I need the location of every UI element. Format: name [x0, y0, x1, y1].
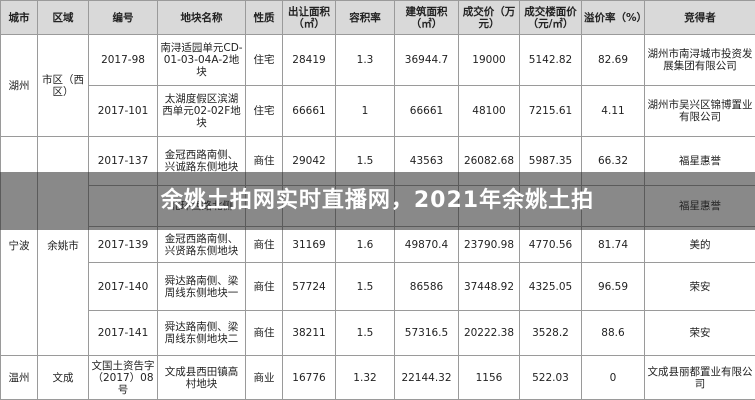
table-cell: 1.6: [335, 226, 395, 263]
table-cell: 522.03: [519, 355, 582, 400]
table-cell: 1: [335, 85, 395, 137]
table-cell: 2017-98: [88, 34, 158, 86]
table-cell: 16776: [282, 355, 336, 400]
table-cell: 36944.7: [394, 34, 459, 86]
table-cell: 湖州市南浔城市投资发展集团有限公司: [644, 34, 755, 86]
table-cell: 20222.38: [458, 310, 520, 356]
table-cell: 2017-141: [88, 310, 158, 356]
header-cell: 出让面积（㎡）: [282, 0, 336, 35]
table-cell: 文成县西田镇高村地块: [157, 355, 246, 400]
header-cell: 性质: [245, 0, 283, 35]
table-cell: 82.69: [581, 34, 645, 86]
table-cell: 荣安: [644, 262, 755, 311]
table-cell: 5142.82: [519, 34, 582, 86]
table-cell: 28419: [282, 34, 336, 86]
header-cell: 成交楼面价（元/㎡）: [519, 0, 582, 35]
table-cell: 住宅: [245, 85, 283, 137]
header-cell: 区域: [37, 0, 89, 35]
table-cell: 南浔适园单元CD-01-03-04A-2地块: [157, 34, 246, 86]
table-cell: 2017-139: [88, 226, 158, 263]
table-cell: 49870.4: [394, 226, 459, 263]
table-cell: 0: [581, 355, 645, 400]
table-cell: 57724: [282, 262, 336, 311]
table-cell: 1.5: [335, 262, 395, 311]
table-cell: 22144.32: [394, 355, 459, 400]
table-row: 湖州 市区（西区） 2017-98 南浔适园单元CD-01-03-04A-2地块 住宅 2…: [0, 34, 755, 137]
table-cell: 1.3: [335, 34, 395, 86]
region-cell: 市区（西区）: [37, 34, 89, 137]
header-cell: 城市: [0, 0, 38, 35]
table-cell: 商住: [245, 310, 283, 356]
banner-title: 余姚土拍网实时直播网，2021年余姚土拍: [0, 172, 755, 230]
table-cell: 1.32: [335, 355, 395, 400]
table-cell: 86586: [394, 262, 459, 311]
table-cell: 37448.92: [458, 262, 520, 311]
table-cell: 31169: [282, 226, 336, 263]
table-cell: 2017-101: [88, 85, 158, 137]
table-cell: 4325.05: [519, 262, 582, 311]
table-cell: 23790.98: [458, 226, 520, 263]
table-cell: 美的: [644, 226, 755, 263]
table-cell: 66661: [394, 85, 459, 137]
table-cell: 57316.5: [394, 310, 459, 356]
table-cell: 48100: [458, 85, 520, 137]
header-cell: 竞得者: [644, 0, 755, 35]
header-cell: 溢价率（%）: [581, 0, 645, 35]
table-row: 温州 文成 文国土资告字（2017）08号 文成县西田镇高村地块 商业 16776 1.32…: [0, 355, 755, 400]
table-row: 2017-140 舜达路南侧、梁周线东侧地块一 商住 57724 1.5 86586 374…: [1, 262, 755, 311]
table-cell: 商住: [245, 262, 283, 311]
table-cell: 舜达路南侧、梁周线东侧地块二: [157, 310, 246, 356]
table-cell: 7215.61: [519, 85, 582, 137]
table-cell: 4770.56: [519, 226, 582, 263]
table-cell: 96.59: [581, 262, 645, 311]
header-cell: 容积率: [335, 0, 395, 35]
table-cell: 4.11: [581, 85, 645, 137]
table-cell: 2017-140: [88, 262, 158, 311]
table-cell: 舜达路南侧、梁周线东侧地块一: [157, 262, 246, 311]
city-cell: 湖州: [0, 34, 38, 137]
table-row: 2017-101 太湖度假区滨湖西单元02-02F地块 住宅 66661 1 66661 4…: [1, 85, 755, 137]
table-cell: 66661: [282, 85, 336, 137]
city-cell: 温州: [0, 355, 38, 400]
table-row: 2017-141 舜达路南侧、梁周线东侧地块二 商住 38211 1.5 57316.5 2…: [1, 310, 755, 356]
header-cell: 编号: [88, 0, 158, 35]
table-cell: 3528.2: [519, 310, 582, 356]
header-row: 城市 区域 编号 地块名称 性质 出让面积（㎡） 容积率 建筑面积（㎡） 成交价（万元） 成交楼面…: [0, 0, 755, 35]
table-cell: 荣安: [644, 310, 755, 356]
table-cell: 88.6: [581, 310, 645, 356]
table-cell: 太湖度假区滨湖西单元02-02F地块: [157, 85, 246, 137]
header-cell: 成交价（万元）: [458, 0, 520, 35]
table-cell: 38211: [282, 310, 336, 356]
table-cell: 商住: [245, 226, 283, 263]
header-cell: 地块名称: [157, 0, 246, 35]
city-cell: 宁波: [0, 136, 38, 356]
header-cell: 建筑面积（㎡）: [394, 0, 459, 35]
table-cell: 住宅: [245, 34, 283, 86]
table-cell: 1156: [458, 355, 520, 400]
table-cell: 商业: [245, 355, 283, 400]
table-cell: 81.74: [581, 226, 645, 263]
table-cell: 湖州市吴兴区锦博置业有限公司: [644, 85, 755, 137]
table-cell: 金冠西路南侧、兴贤路东侧地块: [157, 226, 246, 263]
region-cell: 余姚市: [37, 136, 89, 356]
table-cell: 文成县丽都置业有限公司: [644, 355, 755, 400]
table-cell: 文国土资告字（2017）08号: [88, 355, 158, 400]
table-row: 2017-139 金冠西路南侧、兴贤路东侧地块 商住 31169 1.6 49870.4 2…: [1, 226, 755, 263]
table-cell: 19000: [458, 34, 520, 86]
region-cell: 文成: [37, 355, 89, 400]
table-cell: 1.5: [335, 310, 395, 356]
